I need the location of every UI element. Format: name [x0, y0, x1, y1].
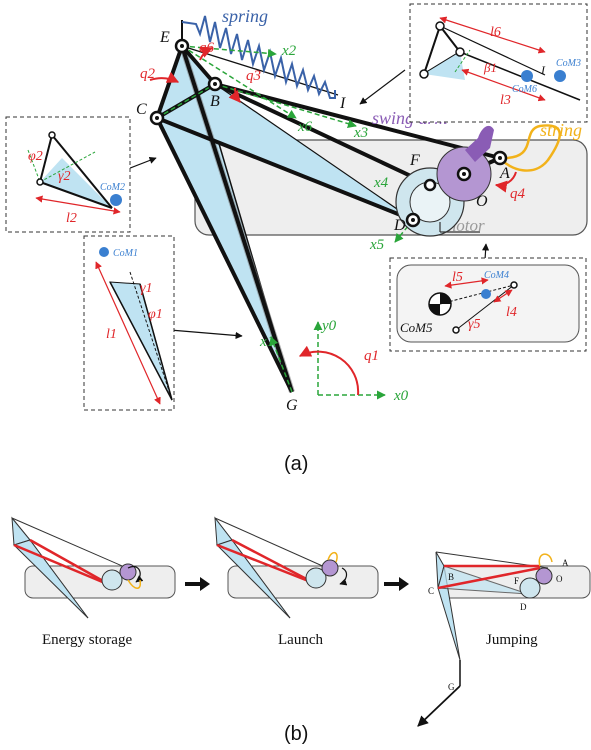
point-I: I: [339, 95, 346, 112]
inset-top-com6: CoM6: [512, 84, 537, 95]
spring: [181, 15, 336, 99]
inset-link1-l1: l1: [106, 327, 117, 342]
stage-launch: [214, 516, 379, 619]
inset-link1: CoM1 γ1 φ1 l1: [83, 235, 175, 411]
point-B: B: [210, 93, 220, 110]
jump-point-G: G: [448, 682, 455, 692]
jump-point-A: A: [562, 558, 569, 568]
axis-label-x4: x4: [373, 175, 389, 191]
inset-link1-phi1: φ1: [148, 307, 163, 322]
inset-top-I: I: [540, 63, 546, 77]
point-D: D: [393, 217, 406, 234]
axis-label-x6: x6: [297, 119, 313, 135]
caption-a: (a): [284, 453, 308, 475]
angle-label-q1: q1: [364, 348, 379, 364]
point-G: G: [286, 397, 298, 414]
inset-top-l3: l3: [500, 93, 511, 108]
inset-motor-com5: CoM5: [400, 320, 433, 335]
point-O: O: [476, 193, 488, 210]
inset-motor-l4: l4: [506, 305, 517, 320]
inset-motor-gamma5: γ5: [468, 317, 481, 332]
angle-label-q2: q2: [140, 66, 156, 82]
stage-label-energy-storage: Energy storage: [42, 632, 132, 648]
inset-left-phi2: φ2: [28, 149, 43, 164]
axis-label-x1: x1: [259, 334, 274, 350]
point-C: C: [136, 101, 147, 118]
inset-motor: l5 CoM4 CoM5 γ5 l4: [389, 257, 587, 352]
inset-left: φ2 γ2 l2 CoM2: [5, 116, 131, 233]
inset-motor-l5: l5: [452, 270, 463, 285]
point-E: E: [159, 29, 170, 46]
string-wire: [499, 124, 561, 172]
inset-left-gamma2: γ2: [58, 169, 71, 184]
inset-link1-gamma1: γ1: [140, 281, 153, 296]
axis-label-x2: x2: [281, 43, 297, 59]
inset-top-com3: CoM3: [556, 58, 581, 69]
spring-label: spring: [222, 6, 268, 26]
stage-label-launch: Launch: [278, 632, 323, 648]
stage-energy-storage: [11, 516, 176, 619]
panel-b: Energy storage Launch: [11, 516, 591, 745]
string-label: string: [540, 120, 582, 140]
jump-point-D: D: [520, 602, 527, 612]
axis-label-x3: x3: [353, 125, 368, 141]
axis-label-y0: y0: [320, 318, 337, 334]
jump-point-C: C: [428, 586, 434, 596]
jump-point-B: B: [448, 572, 454, 582]
stage-label-jumping: Jumping: [486, 632, 538, 648]
swing-arm: [465, 125, 494, 162]
stage-jumping: A B C D F O G: [417, 551, 591, 727]
inset-left-com2: CoM2: [100, 182, 125, 193]
jump-point-F: F: [514, 576, 519, 586]
inset-top-l6: l6: [490, 25, 501, 40]
inset-motor-com4: CoM4: [484, 270, 509, 281]
point-A: A: [499, 165, 510, 182]
axis-label-x5: x5: [369, 237, 385, 253]
inset-left-l2: l2: [66, 211, 77, 226]
inset-link1-com1: CoM1: [113, 248, 138, 259]
inset-top: l6 β1 l3 CoM6 CoM3 I: [409, 3, 588, 123]
angle-label-q6: q6: [199, 40, 215, 56]
caption-b: (b): [284, 723, 308, 745]
inset-top-beta1: β1: [483, 60, 497, 75]
point-F: F: [409, 152, 420, 169]
panel-a: motor spring: [5, 3, 588, 475]
angle-label-q3: q3: [246, 68, 261, 84]
angle-label-q4: q4: [510, 186, 526, 202]
jump-point-O: O: [556, 574, 563, 584]
axis-label-x0: x0: [393, 388, 409, 404]
